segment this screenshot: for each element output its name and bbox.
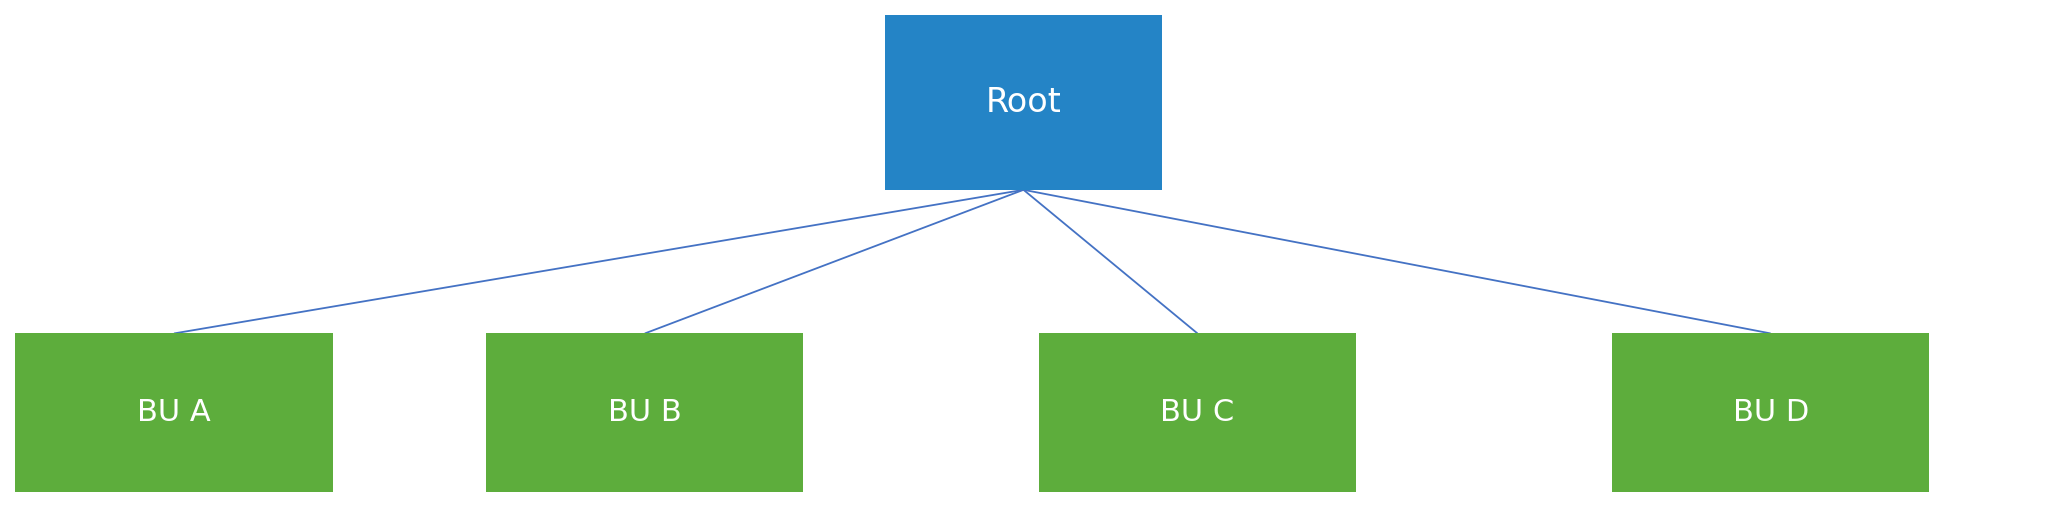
FancyBboxPatch shape — [16, 333, 332, 492]
FancyBboxPatch shape — [1038, 333, 1355, 492]
FancyBboxPatch shape — [487, 333, 802, 492]
Text: BU A: BU A — [137, 399, 211, 427]
Text: BU B: BU B — [608, 399, 682, 427]
Text: BU C: BU C — [1161, 399, 1234, 427]
FancyBboxPatch shape — [1613, 333, 1928, 492]
Text: BU D: BU D — [1732, 399, 1810, 427]
FancyBboxPatch shape — [884, 15, 1161, 190]
Text: Root: Root — [985, 86, 1062, 119]
